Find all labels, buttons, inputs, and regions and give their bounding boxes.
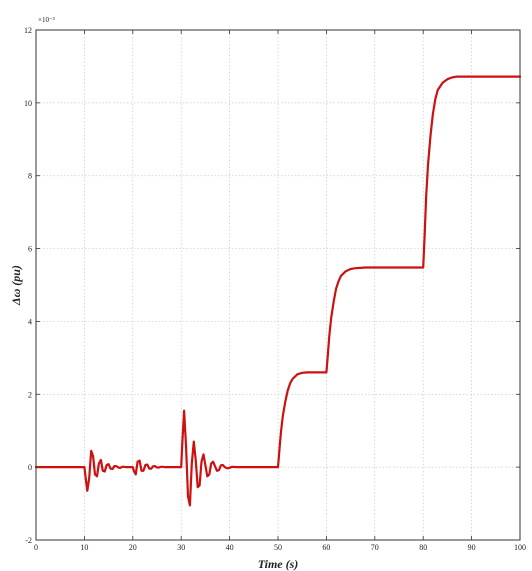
series-layer — [34, 75, 522, 507]
x-tick-label: 100 — [514, 543, 526, 552]
x-tick-label: 80 — [419, 543, 427, 552]
x-axis-label: Time (s) — [258, 557, 299, 571]
x-tick-label: 30 — [177, 543, 185, 552]
x-tick-label: 60 — [322, 543, 330, 552]
y-tick-label: 6 — [28, 245, 32, 254]
x-tick-label: 40 — [226, 543, 234, 552]
y-tick-label: 4 — [28, 317, 32, 326]
y-tick-label: 0 — [28, 463, 32, 472]
x-tick-label: 20 — [129, 543, 137, 552]
y-tick-label: 8 — [28, 172, 32, 181]
x-tick-label: 50 — [274, 543, 282, 552]
series-line — [34, 75, 522, 507]
y-tick-label: 2 — [28, 390, 32, 399]
plot-frame — [35, 29, 521, 541]
x-tick-label: 10 — [80, 543, 88, 552]
y-tick-label: 12 — [24, 26, 32, 35]
y-axis-label: Δω (pu) — [9, 265, 23, 306]
y-multiplier-label: ×10⁻³ — [38, 16, 55, 24]
y-tick-label: 10 — [24, 99, 32, 108]
x-tick-label: 90 — [468, 543, 476, 552]
y-tick-label: -2 — [25, 536, 32, 545]
x-tick-label: 70 — [371, 543, 379, 552]
x-tick-label: 0 — [34, 543, 38, 552]
